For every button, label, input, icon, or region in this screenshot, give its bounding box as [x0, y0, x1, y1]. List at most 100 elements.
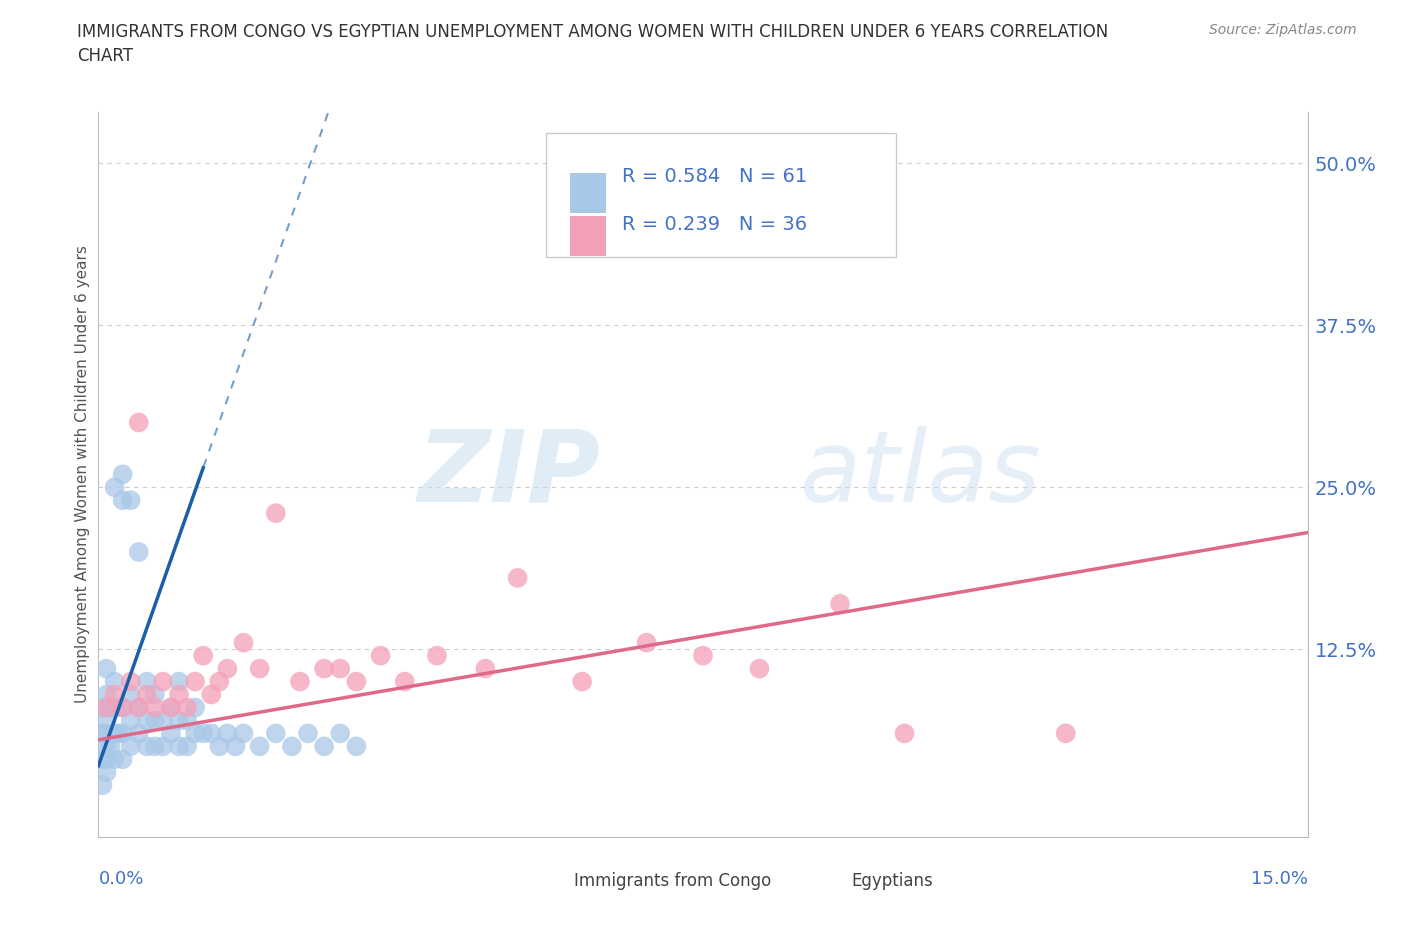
Point: [224, 738, 246, 753]
Point: [128, 545, 150, 560]
Point: [107, 726, 129, 741]
Point: [103, 674, 125, 689]
Point: [135, 738, 157, 753]
Point: [128, 700, 150, 715]
Point: [288, 674, 311, 689]
Text: 0.0%: 0.0%: [98, 870, 143, 887]
Point: [232, 726, 254, 741]
Point: [217, 726, 239, 741]
Point: [135, 713, 157, 728]
Point: [167, 713, 190, 728]
Point: [208, 674, 231, 689]
Point: [111, 467, 134, 482]
Point: [893, 726, 915, 741]
Point: [176, 700, 198, 715]
Point: [193, 726, 215, 741]
Point: [120, 713, 142, 728]
Point: [264, 506, 287, 521]
Point: [152, 713, 174, 728]
Point: [100, 738, 122, 753]
Point: [167, 687, 190, 702]
Point: [571, 674, 593, 689]
Point: [135, 674, 157, 689]
Point: [329, 661, 352, 676]
Point: [143, 738, 166, 753]
Point: [96, 661, 118, 676]
Point: [344, 674, 367, 689]
Point: [91, 700, 114, 715]
Point: [426, 648, 449, 663]
Text: Egyptians: Egyptians: [852, 871, 934, 889]
Point: [160, 726, 183, 741]
Point: [200, 726, 222, 741]
Point: [111, 493, 134, 508]
Text: R = 0.584   N = 61: R = 0.584 N = 61: [621, 167, 807, 186]
Bar: [569, 173, 606, 213]
Text: ZIP: ZIP: [418, 426, 600, 523]
Point: [128, 726, 150, 741]
Point: [193, 648, 215, 663]
Point: [506, 570, 529, 585]
Point: [184, 700, 207, 715]
Point: [636, 635, 658, 650]
Text: IMMIGRANTS FROM CONGO VS EGYPTIAN UNEMPLOYMENT AMONG WOMEN WITH CHILDREN UNDER 6: IMMIGRANTS FROM CONGO VS EGYPTIAN UNEMPL…: [77, 23, 1108, 65]
Point: [184, 726, 207, 741]
Point: [249, 738, 271, 753]
Point: [249, 661, 271, 676]
Point: [152, 738, 174, 753]
Point: [128, 700, 150, 715]
Y-axis label: Unemployment Among Women with Children Under 6 years: Unemployment Among Women with Children U…: [75, 246, 90, 703]
Point: [111, 751, 134, 766]
Point: [100, 700, 122, 715]
Point: [103, 687, 125, 702]
Point: [314, 661, 336, 676]
Point: [264, 726, 287, 741]
Point: [217, 661, 239, 676]
Point: [748, 661, 770, 676]
Point: [96, 738, 118, 753]
Point: [167, 738, 190, 753]
Point: [103, 726, 125, 741]
Point: [96, 687, 118, 702]
Point: [184, 674, 207, 689]
Point: [1054, 726, 1077, 741]
Point: [143, 700, 166, 715]
Point: [160, 700, 183, 715]
Point: [120, 493, 142, 508]
Point: [103, 700, 125, 715]
Text: atlas: atlas: [800, 426, 1042, 523]
Point: [91, 726, 114, 741]
Point: [111, 700, 134, 715]
FancyBboxPatch shape: [546, 133, 897, 257]
Point: [474, 661, 496, 676]
Bar: [811, 873, 842, 902]
Text: Source: ZipAtlas.com: Source: ZipAtlas.com: [1209, 23, 1357, 37]
Point: [208, 738, 231, 753]
Point: [160, 700, 183, 715]
Point: [91, 751, 114, 766]
Point: [281, 738, 304, 753]
Point: [94, 726, 117, 741]
Point: [103, 480, 125, 495]
Point: [143, 687, 166, 702]
Point: [200, 687, 222, 702]
Point: [111, 700, 134, 715]
Point: [176, 738, 198, 753]
Text: R = 0.239   N = 36: R = 0.239 N = 36: [621, 215, 807, 233]
Point: [344, 738, 367, 753]
Point: [96, 764, 118, 779]
Point: [111, 726, 134, 741]
Bar: [569, 216, 606, 256]
Point: [314, 738, 336, 753]
Point: [120, 674, 142, 689]
Point: [370, 648, 392, 663]
Point: [94, 751, 117, 766]
Point: [96, 700, 118, 715]
Point: [167, 674, 190, 689]
Point: [91, 777, 114, 792]
Point: [176, 713, 198, 728]
Point: [120, 738, 142, 753]
Point: [103, 751, 125, 766]
Point: [692, 648, 714, 663]
Point: [128, 415, 150, 430]
